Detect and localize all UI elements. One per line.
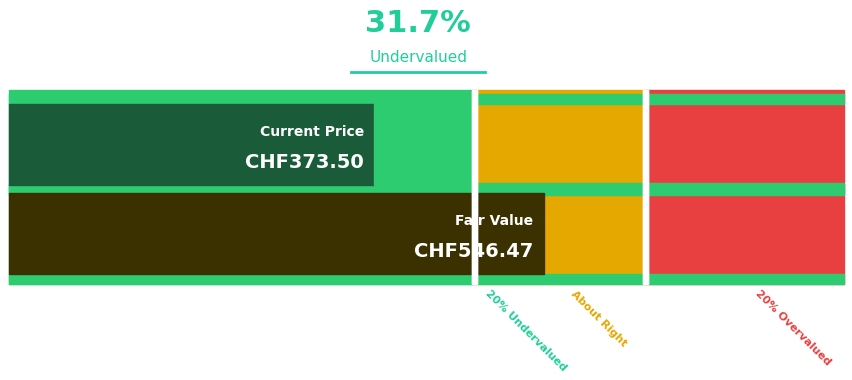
Bar [9,185,843,195]
Text: Current Price: Current Price [259,125,363,139]
Bar [475,90,645,284]
Bar [642,90,648,284]
Text: Undervalued: Undervalued [369,51,467,65]
Text: CHF546.47: CHF546.47 [414,242,532,261]
Bar [472,90,477,284]
Text: 31.7%: 31.7% [365,9,470,38]
Bar [9,193,543,274]
Bar [472,90,477,284]
Bar [9,183,843,193]
Text: 20% Overvalued: 20% Overvalued [752,289,832,368]
Bar [9,274,843,284]
Text: About Right: About Right [568,289,628,348]
Bar [645,90,843,284]
Bar [9,94,843,104]
Bar [9,90,475,284]
Text: CHF373.50: CHF373.50 [245,153,363,172]
Bar [373,104,475,185]
Bar [642,90,648,284]
Text: Fair Value: Fair Value [455,214,532,228]
Bar [9,104,373,185]
Text: 20% Undervalued: 20% Undervalued [483,289,567,374]
